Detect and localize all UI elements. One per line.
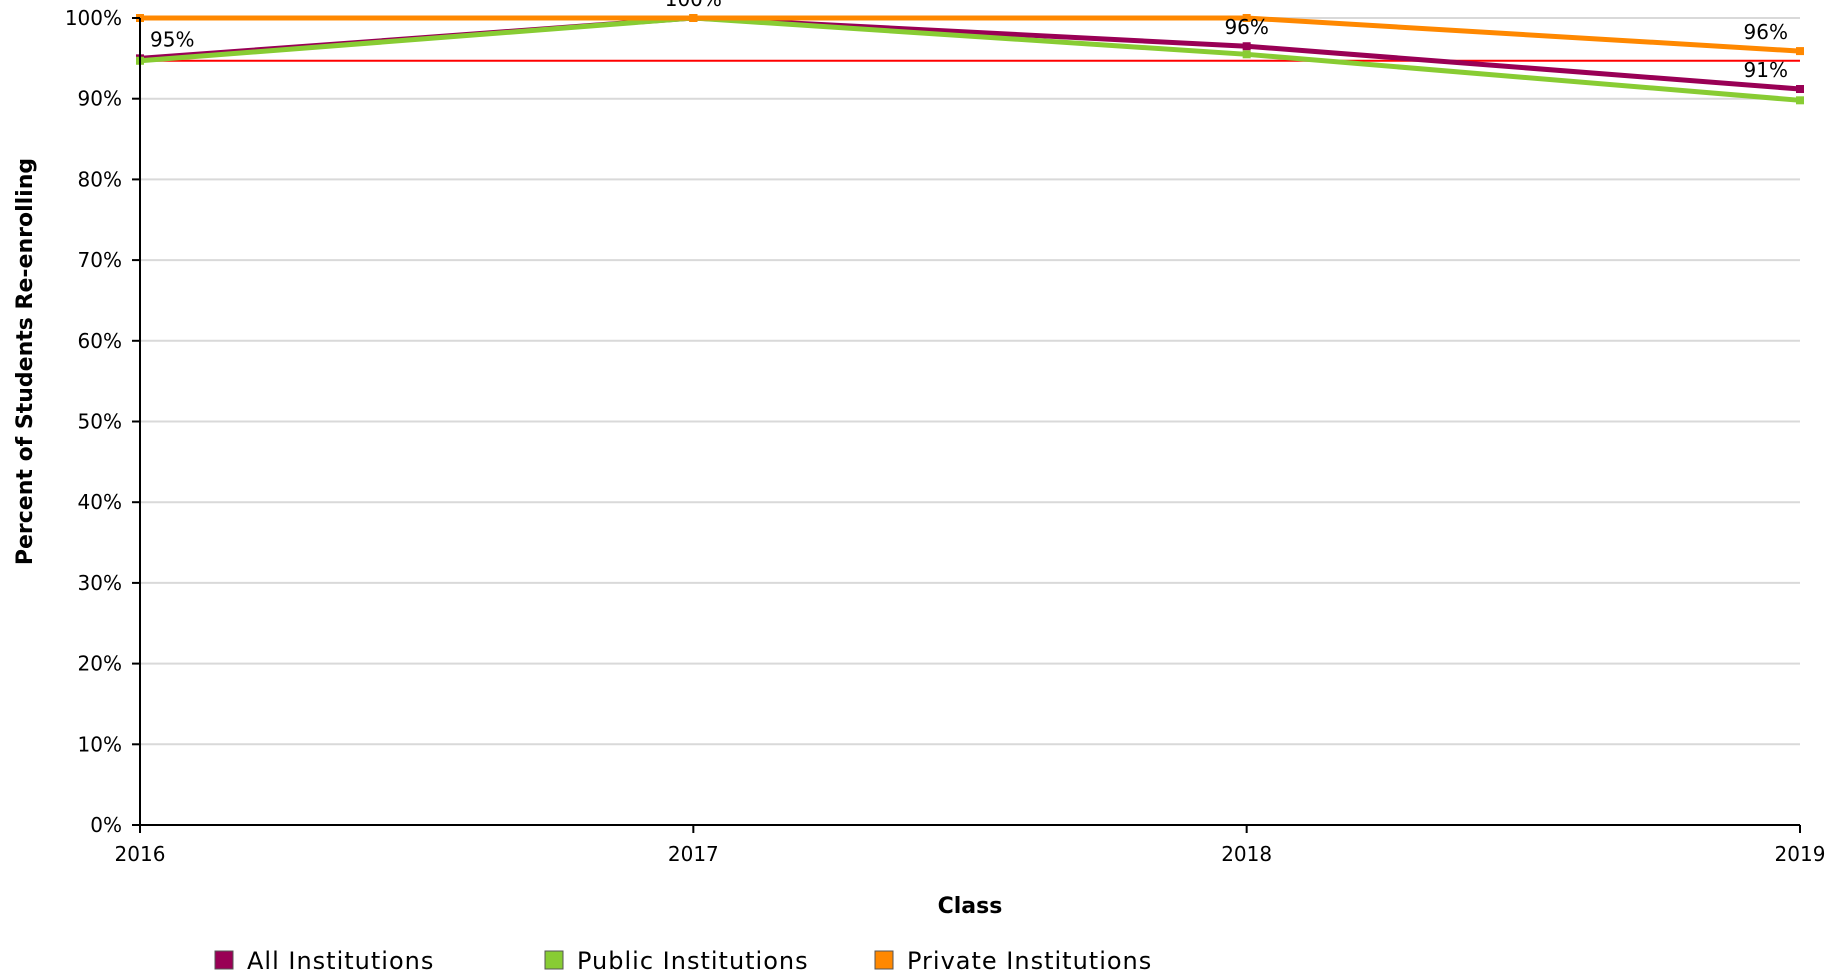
grid-lines: [140, 17, 1800, 746]
series-point: [1796, 85, 1804, 94]
y-tick-label: 0%: [90, 813, 122, 837]
legend-label: Public Institutions: [577, 947, 809, 972]
series-point: [1796, 47, 1804, 56]
series-point: [1242, 42, 1251, 51]
series-point: [689, 14, 698, 22]
legend-item: All Institutions: [214, 947, 434, 972]
legend-swatch: [214, 950, 234, 970]
data-label: 96%: [1224, 15, 1268, 39]
series-point: [1242, 50, 1251, 59]
y-tick-label: 20%: [78, 652, 122, 676]
x-tick-label: 2019: [1775, 842, 1826, 866]
legend-swatch: [544, 950, 564, 970]
data-label: 95%: [150, 27, 194, 51]
y-tick-label: 10%: [78, 732, 122, 756]
legend-label: Private Institutions: [907, 947, 1152, 972]
data-label: 96%: [1744, 20, 1788, 44]
y-axis-title: Percent of Students Re-enrolling: [13, 158, 38, 565]
x-tick-label: 2018: [1221, 842, 1272, 866]
series-point: [1796, 96, 1804, 105]
x-axis-title: Class: [938, 894, 1003, 919]
y-tick-label: 80%: [78, 167, 122, 191]
y-tick-label: 100%: [65, 6, 122, 30]
y-tick-label: 90%: [78, 87, 122, 111]
data-label: 91%: [1744, 58, 1788, 82]
legend-swatch: [874, 950, 894, 970]
y-tick-label: 30%: [78, 571, 122, 595]
y-tick-label: 60%: [78, 329, 122, 353]
series-line: [140, 15, 1801, 54]
legend-item: Private Institutions: [874, 947, 1152, 972]
legend-item: Public Institutions: [544, 947, 809, 972]
axes: 0% 10% 20% 30% 40% 50% 60% 70% 80% 90% 100% 2016 201…: [65, 6, 1826, 866]
y-tick-label: 40%: [78, 490, 122, 514]
series-point: [1242, 14, 1251, 22]
series-layer: [136, 14, 1804, 105]
y-tick-label: 70%: [78, 248, 122, 272]
data-label: 100%: [665, 0, 722, 11]
legend: All Institutions Public Institutions Priva…: [214, 947, 1152, 972]
x-tick-label: 2017: [668, 842, 719, 866]
legend-label: All Institutions: [247, 947, 434, 972]
series-line: [139, 15, 1801, 103]
data-labels: 95% 100% 96% 96% 91%: [150, 0, 1788, 82]
x-tick-label: 2016: [115, 842, 166, 866]
y-tick-label: 50%: [78, 410, 122, 434]
